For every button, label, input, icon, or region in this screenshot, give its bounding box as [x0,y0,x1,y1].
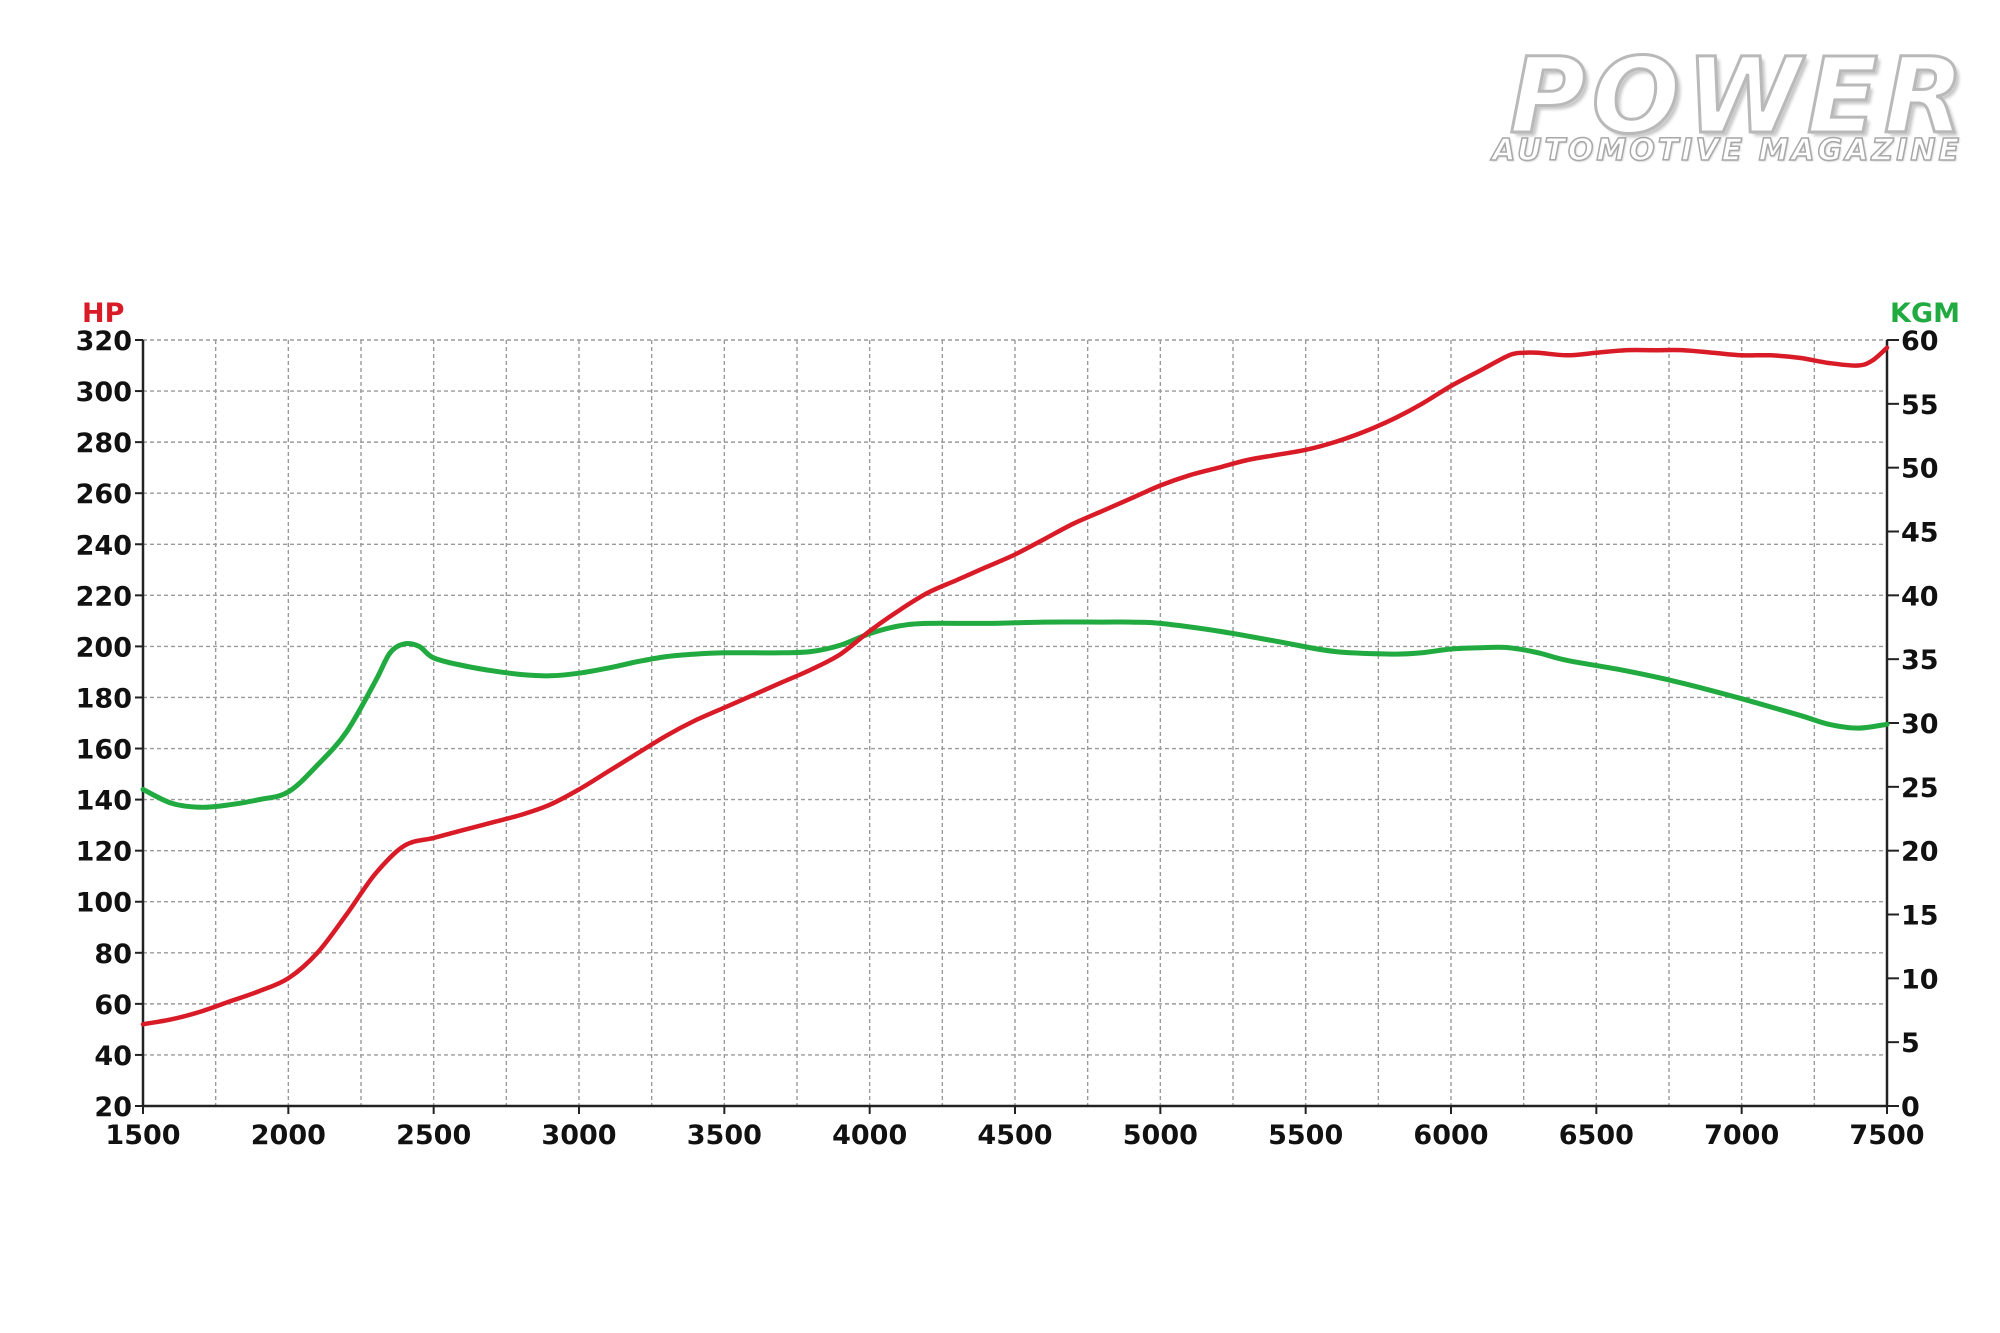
y-right-tick-label: 25 [1901,773,1939,804]
x-tick-label: 7500 [1849,1120,1924,1151]
y-right-tick-label: 5 [1901,1028,1920,1059]
x-tick-label: 3500 [687,1120,762,1151]
axes [135,339,1899,1114]
x-tick-label: 2000 [251,1120,326,1151]
y-left-tick-label: 320 [76,326,132,357]
y-left-tick-label: 140 [76,786,132,817]
y-left-tick-label: 300 [76,377,132,408]
y-left-tick-label: 60 [94,990,132,1021]
power-hp-line [140,345,1890,1027]
y-right-tick-label: 0 [1901,1092,1920,1123]
x-tick-label: 6500 [1559,1120,1634,1151]
tick-labels: 1500 2000 2500 3000 3500 4000 4500 5000 5500 6000… [76,326,1939,1151]
x-tick-label: 3000 [541,1120,616,1151]
y-right-tick-label: 50 [1901,454,1939,485]
y-axis-right-title: KGM [1890,298,1960,329]
y-axis-left-title: HP [82,298,124,329]
x-tick-label: 5000 [1123,1120,1198,1151]
y-left-tick-label: 40 [94,1041,132,1072]
y-left-tick-label: 120 [76,837,132,868]
logo-title: POWER [1508,35,1970,157]
y-right-tick-label: 10 [1901,964,1939,995]
x-tick-label: 7000 [1704,1120,1779,1151]
x-tick-label: 4500 [977,1120,1052,1151]
y-left-tick-label: 100 [76,888,132,919]
y-right-tick-label: 35 [1901,645,1939,676]
power-logo: POWER AUTOMOTIVE MAGAZINE [1430,35,1970,174]
x-tick-label: 2500 [396,1120,471,1151]
y-left-tick-label: 180 [76,683,132,714]
grid [142,339,1888,1107]
series [140,345,1890,1027]
torque-kgm-line [140,619,1890,810]
y-right-tick-label: 55 [1901,390,1939,421]
y-right-tick-label: 20 [1901,837,1939,868]
y-right-tick-label: 60 [1901,326,1939,357]
y-left-tick-label: 20 [94,1092,132,1123]
y-left-tick-label: 160 [76,735,132,766]
y-left-tick-label: 260 [76,479,132,510]
logo-subtitle: AUTOMOTIVE MAGAZINE [1491,133,1962,169]
x-tick-label: 6000 [1413,1120,1488,1151]
y-right-tick-label: 40 [1901,581,1939,612]
y-left-tick-label: 280 [76,428,132,459]
y-left-tick-label: 240 [76,530,132,561]
y-left-tick-label: 220 [76,581,132,612]
x-tick-label: 1500 [105,1120,180,1151]
y-right-tick-label: 45 [1901,518,1939,549]
x-tick-label: 5500 [1268,1120,1343,1151]
x-tick-label: 4000 [832,1120,907,1151]
y-right-tick-label: 30 [1901,709,1939,740]
y-left-tick-label: 80 [94,939,132,970]
y-right-tick-label: 15 [1901,901,1939,932]
y-left-tick-label: 200 [76,632,132,663]
